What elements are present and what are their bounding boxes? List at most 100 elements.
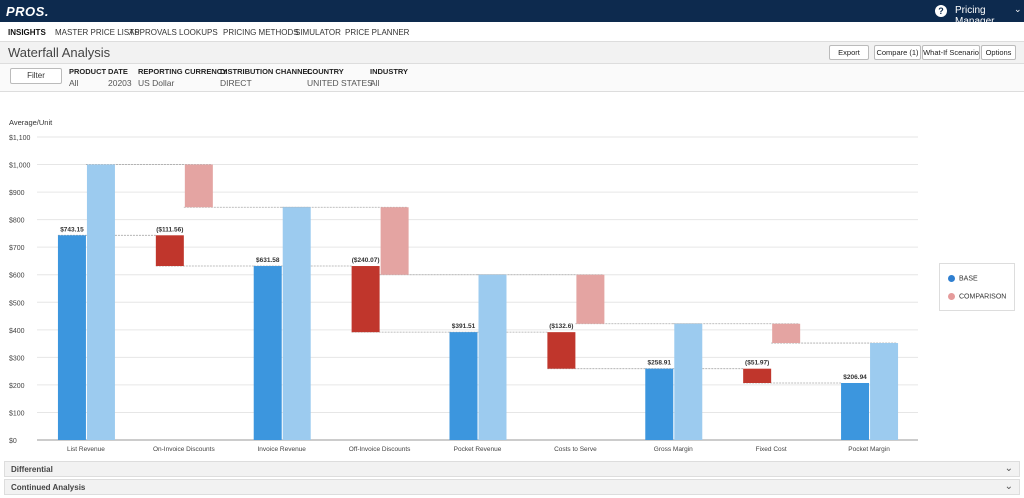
data-label: $743.15: [60, 226, 84, 233]
filter-label: PRODUCT: [69, 67, 107, 76]
y-tick-label: $700: [9, 245, 25, 252]
filter-value: UNITED STATES: [307, 78, 373, 88]
legend-dot-base: [948, 275, 955, 282]
chevron-down-icon[interactable]: ⌄: [1004, 463, 1013, 474]
bar-comparison: [184, 164, 213, 208]
x-tick-label: Pocket Margin: [848, 446, 890, 453]
nav-approvals[interactable]: APPROVALS: [129, 28, 177, 37]
data-label: ($51.97): [745, 360, 769, 367]
y-tick-label: $1,000: [9, 163, 31, 170]
data-label: ($132.6): [549, 323, 573, 330]
section-title: Continued Analysis: [11, 483, 86, 492]
bar-comparison: [576, 274, 605, 324]
y-axis-title: Average/Unit: [9, 118, 53, 127]
y-tick-label: $800: [9, 218, 25, 225]
y-tick-label: $400: [9, 328, 25, 335]
x-tick-label: Gross Margin: [654, 446, 693, 453]
legend-item-base[interactable]: BASE: [948, 275, 978, 282]
bar-base: [57, 235, 86, 440]
bar-base: [841, 382, 870, 440]
filter-value: All: [370, 78, 380, 88]
filter-button[interactable]: Filter: [10, 68, 62, 84]
chevron-down-icon[interactable]: ⌄: [1004, 481, 1013, 492]
bar-base: [645, 368, 674, 440]
data-label: $391.51: [452, 323, 476, 330]
filter-distribution-channel[interactable]: DISTRIBUTION CHANNEL DIRECT: [220, 67, 312, 88]
compare-button[interactable]: Compare (1): [874, 45, 921, 60]
filter-value: 20203: [108, 78, 132, 88]
data-label: ($111.56): [156, 226, 183, 233]
bar-base: [351, 266, 380, 333]
filter-label: REPORTING CURRENCY: [138, 67, 228, 76]
bar-comparison: [772, 323, 801, 344]
main-nav: INSIGHTS MASTER PRICE LISTS APPROVALS LO…: [0, 22, 1024, 42]
legend-dot-comparison: [948, 293, 955, 300]
bar-comparison: [674, 323, 703, 440]
filter-label: INDUSTRY: [370, 67, 409, 76]
y-tick-label: $300: [9, 355, 25, 362]
bar-base: [547, 332, 576, 369]
filter-reporting-currency[interactable]: REPORTING CURRENCY US Dollar: [138, 67, 227, 88]
page-title: Waterfall Analysis: [8, 45, 111, 60]
title-bar: Waterfall Analysis Export Compare (1) Wh…: [0, 42, 1024, 64]
legend-item-comparison[interactable]: COMPARISON: [948, 293, 1006, 300]
bar-base: [743, 368, 772, 383]
help-icon[interactable]: ?: [935, 5, 947, 17]
x-tick-label: Fixed Cost: [756, 446, 787, 453]
filter-label: COUNTRY: [307, 67, 344, 76]
y-tick-label: $600: [9, 273, 25, 280]
nav-pricing-methods[interactable]: PRICING METHODS: [223, 28, 299, 37]
bar-comparison: [380, 207, 409, 275]
bar-comparison: [478, 274, 507, 440]
export-button[interactable]: Export: [829, 45, 869, 60]
data-label: $258.91: [648, 360, 672, 367]
filter-value: All: [69, 78, 79, 88]
nav-lookups[interactable]: LOOKUPS: [179, 28, 218, 37]
bar-comparison: [86, 164, 115, 440]
filter-date[interactable]: DATE 20203: [108, 67, 132, 88]
what-if-scenario-button[interactable]: What-If Scenario: [922, 45, 980, 60]
nav-price-planner[interactable]: PRICE PLANNER: [345, 28, 410, 37]
chart-legend: BASE COMPARISON: [939, 263, 1015, 311]
y-tick-label: $1,100: [9, 135, 31, 142]
filter-label: DISTRIBUTION CHANNEL: [220, 67, 313, 76]
x-tick-label: Off-Invoice Discounts: [349, 446, 411, 453]
filter-value: US Dollar: [138, 78, 175, 88]
options-button[interactable]: Options: [981, 45, 1016, 60]
y-tick-label: $0: [9, 438, 17, 445]
data-label: ($240.07): [352, 257, 380, 264]
continued-analysis-section[interactable]: Continued Analysis ⌄: [4, 479, 1020, 495]
y-tick-label: $500: [9, 300, 25, 307]
chevron-down-icon[interactable]: ⌄: [1014, 4, 1022, 14]
nav-simulator[interactable]: SIMULATOR: [295, 28, 341, 37]
bar-base: [155, 235, 184, 267]
pros-logo[interactable]: PROS.: [6, 4, 49, 19]
filter-country[interactable]: COUNTRY UNITED STATES: [307, 67, 373, 88]
filter-bar: Filter PRODUCT All DATE 20203 REPORTING …: [0, 64, 1024, 92]
legend-label: COMPARISON: [959, 293, 1007, 301]
x-tick-label: Pocket Revenue: [454, 446, 502, 453]
y-tick-label: $900: [9, 190, 25, 197]
nav-master-price-lists[interactable]: MASTER PRICE LISTS: [55, 28, 140, 37]
filter-value: DIRECT: [220, 78, 252, 88]
data-label: $631.58: [256, 257, 280, 264]
bar-base: [253, 266, 282, 440]
x-tick-label: List Revenue: [67, 446, 105, 453]
data-label: $206.94: [843, 374, 867, 381]
filter-industry[interactable]: INDUSTRY All: [370, 67, 408, 88]
x-tick-label: Invoice Revenue: [258, 446, 307, 453]
x-tick-label: On-Invoice Discounts: [153, 446, 216, 453]
nav-insights[interactable]: INSIGHTS: [8, 28, 46, 37]
differential-section[interactable]: Differential ⌄: [4, 461, 1020, 477]
bar-comparison: [282, 207, 311, 440]
top-bar: PROS. ? Pricing Manager ⌄: [0, 0, 1024, 27]
bar-comparison: [870, 343, 899, 440]
filter-product[interactable]: PRODUCT All: [69, 67, 106, 88]
section-title: Differential: [11, 465, 53, 474]
filter-label: DATE: [108, 67, 128, 76]
y-tick-label: $100: [9, 410, 25, 417]
bar-base: [449, 332, 478, 440]
x-tick-label: Costs to Serve: [554, 446, 597, 453]
user-role-menu[interactable]: Pricing Manager: [955, 5, 994, 27]
legend-label: BASE: [959, 275, 978, 283]
